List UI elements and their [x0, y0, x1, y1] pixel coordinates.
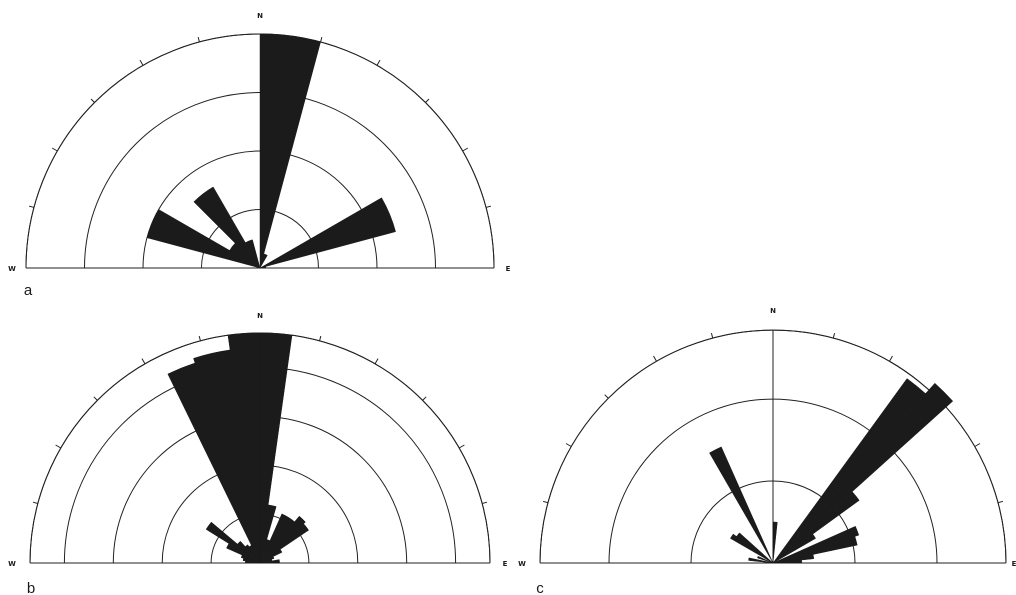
- tick-mark: [832, 332, 836, 339]
- tick-mark: [889, 355, 893, 362]
- west-label: W: [8, 560, 16, 568]
- tick-mark: [997, 500, 1004, 504]
- rose-petal: [772, 525, 860, 564]
- tick-mark: [376, 59, 381, 66]
- tick-mark: [29, 205, 35, 208]
- tick-mark: [319, 335, 322, 341]
- east-label: E: [503, 560, 508, 568]
- rose-petal: [757, 555, 774, 564]
- panel-label: b: [27, 580, 35, 595]
- tick-mark: [604, 394, 609, 399]
- rose-petal: [772, 536, 858, 564]
- rose-petal: [259, 266, 267, 269]
- rose-panel-c: N W Ec: [518, 307, 1016, 595]
- rose-petal: [736, 532, 774, 564]
- tick-mark: [93, 396, 98, 401]
- tick-mark: [90, 98, 95, 103]
- rose-petal: [259, 33, 321, 269]
- north-label: N: [770, 307, 776, 315]
- rose-petal: [146, 209, 261, 269]
- tick-mark: [51, 147, 58, 152]
- tick-mark: [425, 98, 430, 103]
- tick-mark: [374, 358, 379, 365]
- rose-petal: [259, 556, 275, 564]
- rose-petal: [772, 554, 815, 564]
- tick-mark: [197, 37, 200, 43]
- rose-petal: [772, 533, 816, 564]
- rose-petal: [259, 559, 280, 564]
- east-label: E: [506, 265, 511, 273]
- tick-mark: [320, 37, 323, 43]
- panel-label: c: [536, 580, 544, 595]
- rose-petal: [259, 197, 396, 269]
- north-label: N: [257, 12, 263, 20]
- tick-mark: [653, 355, 657, 362]
- panel-label: a: [24, 282, 33, 299]
- rose-petal: [748, 557, 774, 564]
- tick-mark: [32, 501, 38, 504]
- tick-mark: [141, 358, 146, 365]
- tick-mark: [482, 501, 488, 504]
- rose-petal: [259, 548, 283, 564]
- rose-petal: [237, 540, 261, 564]
- rose-petal: [772, 521, 778, 564]
- west-label: W: [8, 265, 16, 273]
- rose-petal: [259, 515, 306, 564]
- rose-petal: [772, 382, 954, 564]
- tick-mark: [565, 443, 572, 447]
- tick-mark: [974, 443, 981, 447]
- tick-mark: [710, 332, 714, 339]
- rose-petal: [259, 253, 268, 269]
- east-label: E: [1012, 560, 1016, 568]
- north-label: N: [257, 312, 263, 320]
- rose-petal: [259, 523, 309, 564]
- tick-mark: [485, 205, 491, 208]
- rose-petal: [709, 446, 774, 564]
- tick-mark: [542, 500, 549, 504]
- rose-panel-b: N W Eb: [8, 312, 507, 595]
- rose-panel-a: N W Ea: [8, 12, 510, 299]
- rose-petal: [772, 559, 802, 564]
- rose-petal: [227, 332, 261, 564]
- tick-mark: [458, 444, 465, 449]
- tick-mark: [462, 147, 469, 152]
- tick-mark: [139, 59, 144, 66]
- rose-petal: [772, 491, 860, 564]
- rose-petal: [245, 239, 261, 269]
- tick-mark: [422, 396, 427, 401]
- rose-petal: [244, 544, 261, 564]
- tick-mark: [55, 444, 62, 449]
- tick-mark: [198, 335, 201, 341]
- rose-petal: [193, 186, 261, 269]
- rose-petal: [205, 521, 261, 564]
- west-label: W: [518, 560, 526, 568]
- rose-petal: [730, 533, 774, 564]
